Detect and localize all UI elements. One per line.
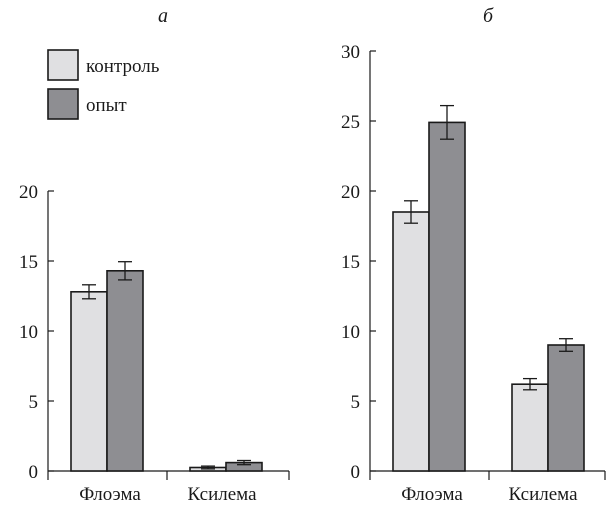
bar-experiment [428,121,466,472]
category-label: Флоэма [79,484,141,505]
legend: контроль опыт [47,49,160,120]
chart-panel-a: а 0 5 10 15 20 Флоэма Ксилема [19,5,290,505]
y-tick-label: 30 [341,42,360,63]
panel-title: б [483,5,494,27]
chart-panel-b: б 0 5 10 15 20 25 30 Флоэма Ксилема [341,5,606,505]
category-label: Ксилема [508,484,578,505]
y-tick-label: 20 [341,182,360,203]
y-tick-label: 0 [29,462,39,483]
legend-item: контроль [47,49,160,81]
error-bar [82,284,96,300]
y-tick-label: 25 [341,112,360,133]
error-bar [201,465,215,470]
legend-swatch [47,49,79,81]
bar-control [392,211,430,472]
y-tick-label: 5 [351,392,361,413]
legend-item: опыт [47,88,127,120]
error-bar [237,459,251,466]
bar-experiment [106,269,144,472]
y-tick-label: 5 [29,392,39,413]
panel-title: а [158,5,168,27]
y-tick-label: 10 [19,322,38,343]
bar-control [511,383,549,472]
error-bar [118,261,132,281]
legend-swatch [47,88,79,120]
legend-label: опыт [86,95,127,116]
y-tick-label: 20 [19,182,38,203]
category-label: Флоэма [401,484,463,505]
bar-experiment [547,344,585,472]
y-tick-label: 15 [341,252,360,273]
legend-label: контроль [86,56,160,77]
bar-control [70,290,108,472]
category-label: Ксилема [187,484,257,505]
error-bar [440,104,454,140]
y-tick-label: 0 [351,462,361,483]
y-tick-label: 15 [19,252,38,273]
error-bar [559,338,573,352]
error-bar [404,200,418,224]
error-bar [523,377,537,391]
y-tick-label: 10 [341,322,360,343]
